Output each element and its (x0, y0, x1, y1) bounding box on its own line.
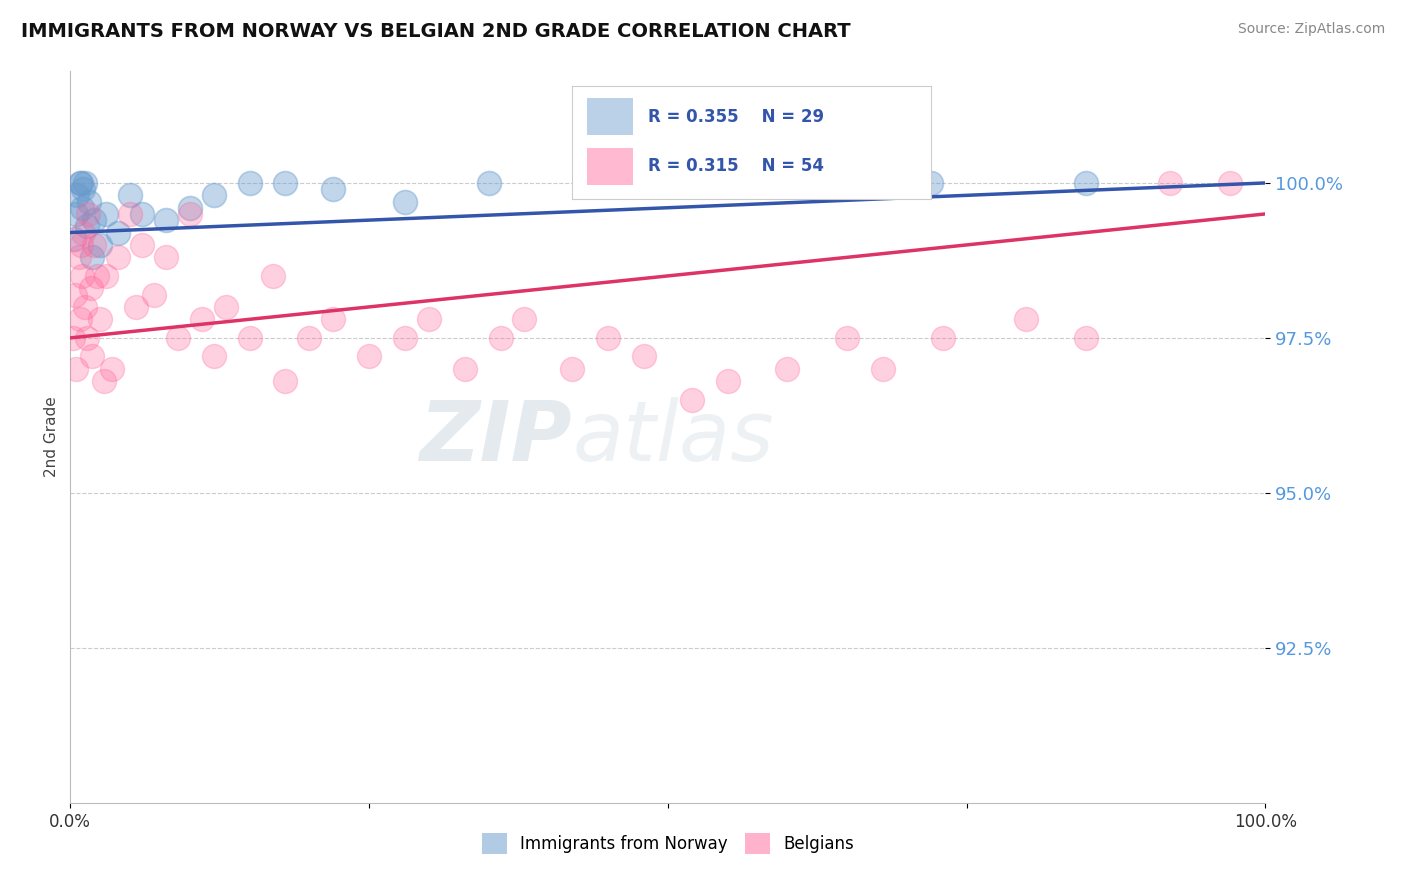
Point (89, 238, 111, 252)
Point (717, 374, 740, 388)
Point (191, 312, 214, 326)
Point (65, 362, 87, 376)
Point (107, 226, 129, 240)
Point (1015, 312, 1038, 326)
Point (1159, 176, 1181, 190)
Point (69, 312, 91, 326)
Point (63, 232, 86, 246)
Point (80, 350, 103, 364)
Point (96, 207, 118, 221)
Point (1076, 331, 1098, 345)
Point (1076, 176, 1098, 190)
Point (681, 392, 703, 407)
Point (93, 374, 115, 388)
Point (837, 331, 859, 345)
Point (598, 331, 620, 345)
Point (717, 176, 740, 190)
Point (70, 268, 93, 283)
Point (155, 213, 177, 227)
Point (394, 331, 416, 345)
Point (359, 350, 381, 364)
Point (513, 312, 536, 326)
Text: atlas: atlas (572, 397, 773, 477)
Point (143, 287, 166, 301)
Point (274, 176, 297, 190)
Point (322, 182, 344, 196)
Text: ZIP: ZIP (419, 397, 572, 477)
Point (202, 350, 225, 364)
Point (418, 312, 440, 326)
Point (920, 176, 942, 190)
Point (79, 281, 101, 295)
Point (72, 182, 94, 196)
Point (86, 268, 108, 283)
Point (155, 250, 177, 264)
Point (454, 362, 477, 376)
Point (872, 362, 894, 376)
Point (633, 350, 655, 364)
Point (72, 226, 94, 240)
Point (70, 201, 93, 215)
Point (125, 300, 148, 314)
Point (298, 331, 321, 345)
Point (263, 268, 285, 283)
Point (239, 331, 262, 345)
Point (101, 362, 124, 376)
Point (62, 331, 84, 345)
Point (131, 238, 153, 252)
Point (96, 268, 118, 283)
Point (561, 362, 583, 376)
Point (63, 287, 86, 301)
Point (214, 300, 236, 314)
Point (394, 194, 416, 209)
Point (179, 207, 201, 221)
Point (65, 207, 87, 221)
Point (73, 176, 96, 190)
Point (76, 331, 98, 345)
Point (167, 331, 190, 345)
Point (202, 188, 225, 202)
Point (76, 219, 98, 234)
Point (79, 194, 101, 209)
Point (77, 207, 100, 221)
Point (73, 300, 96, 314)
Point (120, 188, 141, 202)
Point (598, 176, 620, 190)
Point (322, 312, 344, 326)
Point (67, 250, 90, 264)
Point (274, 374, 297, 388)
Point (89, 312, 111, 326)
Point (120, 207, 141, 221)
Point (776, 362, 799, 376)
Point (489, 331, 512, 345)
Point (83, 213, 105, 227)
Point (478, 176, 501, 190)
Point (69, 176, 91, 190)
Point (1219, 176, 1241, 190)
Point (70, 238, 93, 252)
Text: Source: ZipAtlas.com: Source: ZipAtlas.com (1237, 22, 1385, 37)
Point (179, 201, 201, 215)
Y-axis label: 2nd Grade: 2nd Grade (44, 397, 59, 477)
Point (83, 238, 105, 252)
Point (107, 250, 129, 264)
Legend: Immigrants from Norway, Belgians: Immigrants from Norway, Belgians (475, 827, 860, 860)
Point (80, 250, 103, 264)
Text: IMMIGRANTS FROM NORWAY VS BELGIAN 2ND GRADE CORRELATION CHART: IMMIGRANTS FROM NORWAY VS BELGIAN 2ND GR… (21, 22, 851, 41)
Point (932, 331, 955, 345)
Point (131, 207, 153, 221)
Point (70, 176, 93, 190)
Point (239, 176, 262, 190)
Point (66, 188, 89, 202)
